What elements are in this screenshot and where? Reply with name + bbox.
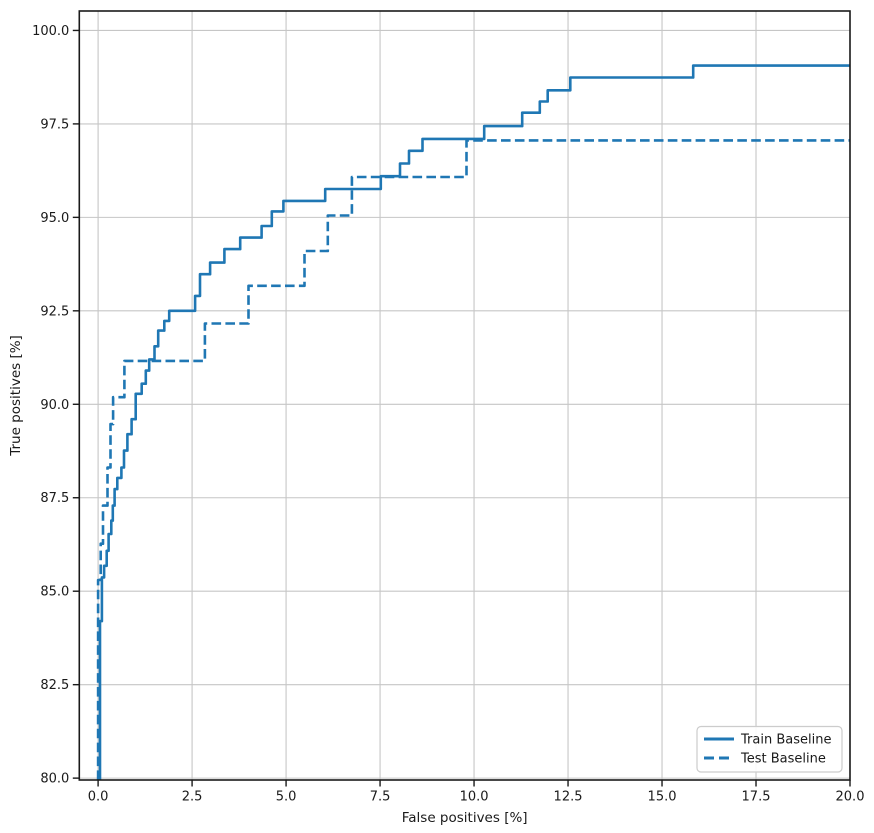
legend-label: Train Baseline: [740, 733, 831, 748]
x-tick-label: 7.5: [370, 790, 391, 805]
x-tick-label: 20.0: [836, 790, 865, 805]
y-tick-label: 100.0: [32, 24, 69, 39]
y-tick-label: 85.0: [40, 585, 69, 600]
x-tick-label: 2.5: [182, 790, 203, 805]
y-tick-label: 82.5: [40, 678, 69, 693]
y-tick-label: 92.5: [40, 304, 69, 319]
x-tick-label: 15.0: [648, 790, 677, 805]
legend: Train Baseline Test Baseline: [696, 725, 843, 773]
axis-ticks: [72, 29, 851, 787]
plot-border: [78, 10, 851, 781]
y-tick-label: 87.5: [40, 491, 69, 506]
series-line-test-baseline: [96, 139, 850, 780]
x-tick-label: 5.0: [276, 790, 297, 805]
y-axis-label: True positives [%]: [8, 335, 24, 457]
y-tick-label: 97.5: [40, 117, 69, 132]
x-axis-label: False positives [%]: [402, 810, 528, 826]
grid-lines: [79, 11, 851, 780]
y-tick-labels: 80.0 82.5 85.0 87.5 90.0 92.5 95.0 97.5 100.0: [32, 24, 69, 787]
series-lines: [96, 64, 850, 780]
legend-label: Test Baseline: [740, 752, 826, 767]
x-tick-label: 0.0: [88, 790, 109, 805]
x-tick-label: 10.0: [460, 790, 489, 805]
y-tick-label: 80.0: [40, 772, 69, 787]
series-line-train-baseline: [98, 64, 850, 780]
y-tick-label: 90.0: [40, 398, 69, 413]
x-tick-labels: 0.0 2.5 5.0 7.5 10.0 12.5 15.0 17.5 20.0: [88, 790, 865, 805]
y-tick-label: 95.0: [40, 211, 69, 226]
x-tick-label: 12.5: [554, 790, 583, 805]
x-tick-label: 17.5: [742, 790, 771, 805]
